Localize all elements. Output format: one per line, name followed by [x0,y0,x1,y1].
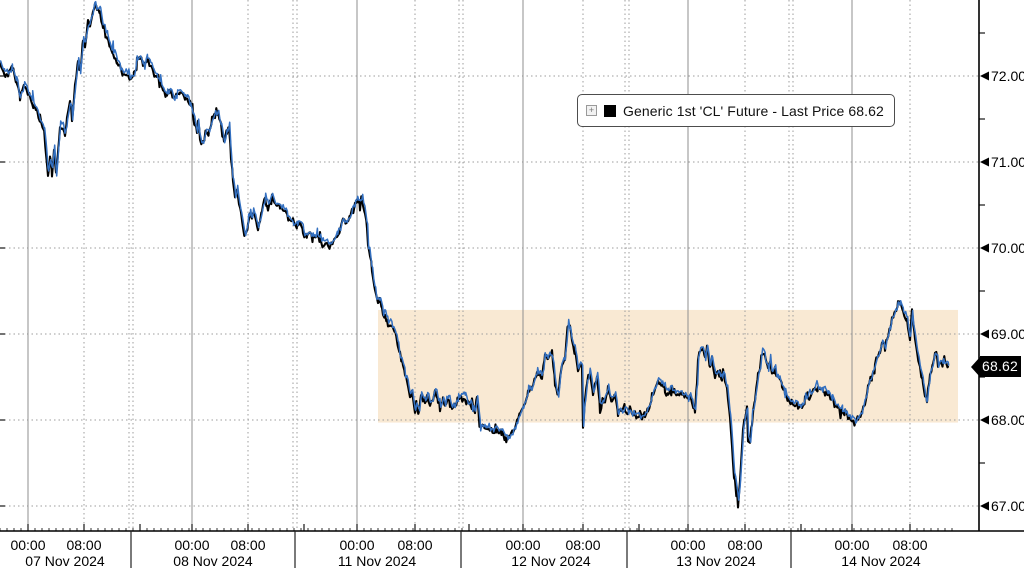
y-tick-arrow-icon [980,157,989,167]
x-axis-time-label: 00:00 [10,537,45,553]
x-axis-time-label: 08:00 [727,537,762,553]
chart-legend: + Generic 1st 'CL' Future - Last Price 6… [577,94,895,127]
series-line-line_blue [0,0,950,501]
x-axis-date-label: 07 Nov 2024 [25,553,105,569]
legend-expand-icon[interactable]: + [586,105,597,116]
x-axis-time-label: 00:00 [339,537,374,553]
price-series [0,0,950,509]
axes [0,0,1024,532]
legend-series-label: Generic 1st 'CL' Future - Last Price 68.… [623,102,884,119]
legend-series-swatch-icon [604,104,616,117]
x-axis-time-label: 08:00 [66,537,101,553]
x-axis-date-label: 12 Nov 2024 [511,553,591,569]
horizontal-gridlines [0,75,979,507]
last-price-value: 68.62 [980,356,1022,378]
y-tick-arrow-icon [980,243,989,253]
x-axis-time-label: 08:00 [565,537,600,553]
x-axis-date-label: 08 Nov 2024 [173,553,253,569]
x-axis-time-label: 00:00 [505,537,540,553]
y-axis-label: 71.00 [991,154,1024,170]
x-axis-time-label: 08:00 [397,537,432,553]
vertical-dotted-gridlines [83,0,911,531]
x-axis-time-label: 00:00 [174,537,209,553]
y-tick-arrow-icon [980,71,989,81]
y-tick-arrow-icon [980,329,989,339]
y-axis-label: 69.00 [991,326,1024,342]
x-axis-time-label: 00:00 [834,537,869,553]
last-price-badge: 68.62 [971,356,1022,378]
highlight-band [378,309,958,423]
x-axis-date-labels: 07 Nov 2024 08 Nov 2024 11 Nov 2024 12 Nov … [25,553,921,569]
date-separators [130,531,792,568]
y-axis-label: 70.00 [991,240,1024,256]
x-axis-time-label: 08:00 [892,537,927,553]
x-axis-time-labels: 00:00 08:00 00:00 08:00 00:00 08:00 00:00 08:00… [10,537,927,553]
y-tick-arrow-icon [980,501,989,511]
x-axis-date-label: 11 Nov 2024 [338,553,417,569]
x-axis-time-label: 00:00 [670,537,705,553]
y-axis-label: 72.00 [991,68,1024,84]
y-tick-arrow-icon [980,415,989,425]
x-axis-date-label: 14 Nov 2024 [841,553,921,569]
y-axis-label: 67.00 [991,498,1024,514]
x-axis-ticks [0,524,953,531]
series-line-line_black [0,2,950,509]
x-axis-time-label: 08:00 [230,537,265,553]
y-axis-labels: 72.00 71.00 70.00 69.00 68.00 67.00 [980,68,1024,514]
y-axis-label: 68.00 [991,412,1024,428]
vertical-day-gridlines [27,0,853,531]
left-arrow-icon [971,356,980,377]
x-axis-date-label: 13 Nov 2024 [676,553,756,569]
